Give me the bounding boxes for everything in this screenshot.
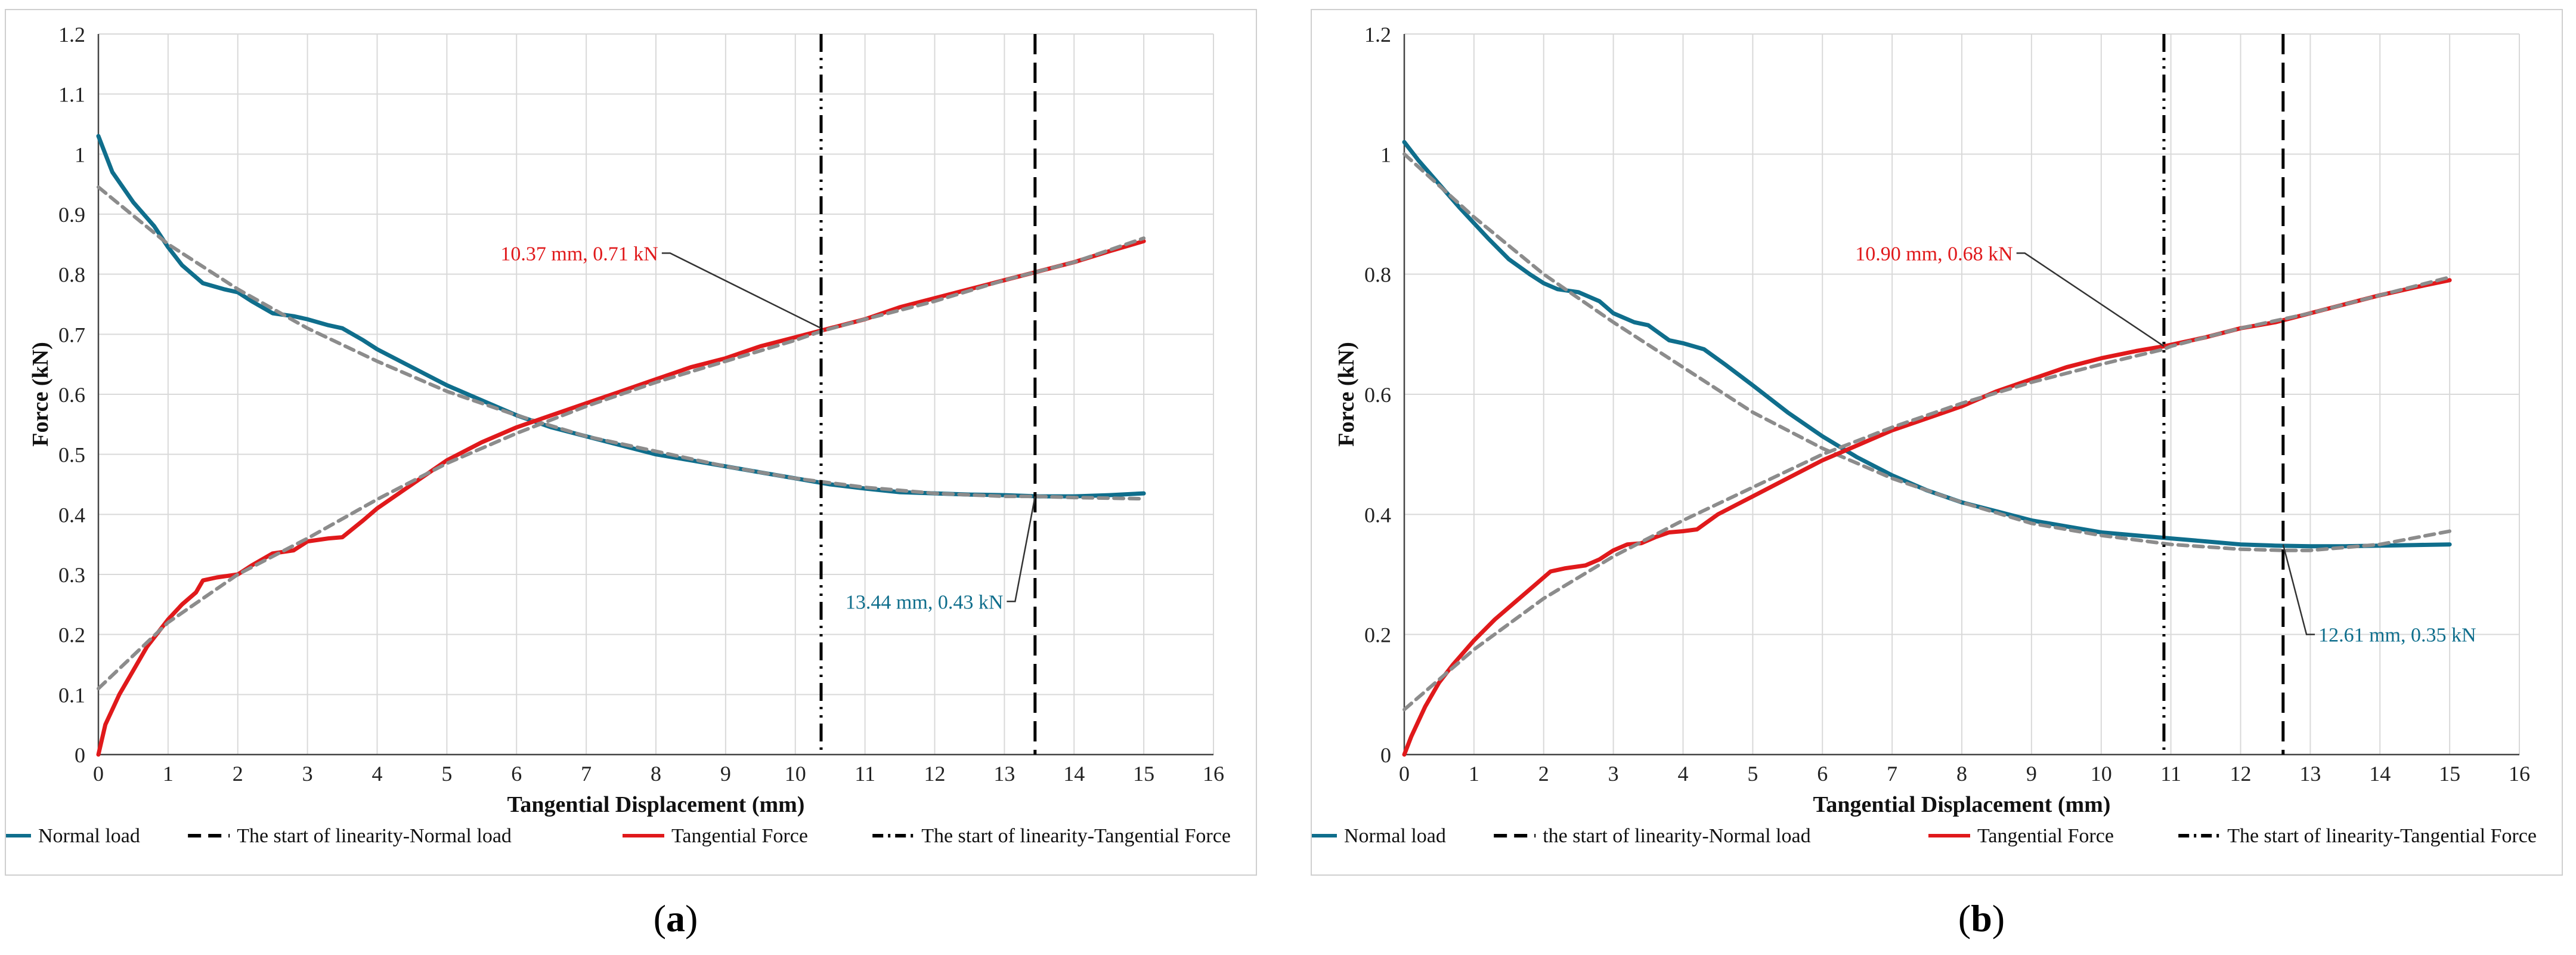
annotation-label: 10.37 mm, 0.71 kN xyxy=(500,243,658,265)
caption-a: (a) xyxy=(653,897,698,939)
x-tick-label: 1 xyxy=(1469,762,1479,786)
y-tick-label: 1.1 xyxy=(58,83,85,107)
y-tick-label: 0 xyxy=(1380,743,1391,767)
fit-curve xyxy=(97,236,1146,691)
legend-label: The start of linearity-Tangential Force xyxy=(921,825,1231,847)
y-tick-label: 1 xyxy=(1380,143,1391,166)
y-tick-label: 0.4 xyxy=(58,503,85,527)
x-tick-label: 16 xyxy=(2509,762,2530,786)
legend-item: The start of linearity-Tangential Force xyxy=(2178,825,2537,847)
x-tick-label: 5 xyxy=(1747,762,1758,786)
x-tick-label: 13 xyxy=(993,762,1015,786)
x-tick-label: 7 xyxy=(1887,762,1897,786)
x-tick-label: 15 xyxy=(2439,762,2460,786)
y-tick-label: 0.7 xyxy=(58,323,85,347)
y-tick-label: 1.2 xyxy=(1364,23,1391,47)
x-tick-label: 15 xyxy=(1133,762,1154,786)
tangential-force-line xyxy=(96,239,1146,757)
x-tick-label: 11 xyxy=(854,762,875,786)
x-tick-label: 0 xyxy=(93,762,104,786)
annotation-label: 13.44 mm, 0.43 kN xyxy=(846,591,1003,613)
x-tick-label: 12 xyxy=(2230,762,2252,786)
y-tick-label: 1.2 xyxy=(58,23,85,47)
x-tick-label: 13 xyxy=(2299,762,2321,786)
legend-label: Tangential Force xyxy=(1977,825,2114,847)
y-tick-label: 0.2 xyxy=(58,623,85,647)
x-axis-title: Tangential Displacement (mm) xyxy=(1813,792,2111,817)
legend-item: The start of linearity-Normal load xyxy=(188,825,512,847)
x-axis-title: Tangential Displacement (mm) xyxy=(507,792,805,817)
normal-load-line xyxy=(96,134,1146,499)
y-tick-label: 0.3 xyxy=(58,563,85,587)
x-tick-label: 4 xyxy=(1678,762,1689,786)
x-tick-label: 0 xyxy=(1399,762,1410,786)
x-tick-label: 12 xyxy=(924,762,946,786)
y-tick-label: 0 xyxy=(75,743,85,767)
x-tick-label: 9 xyxy=(2026,762,2037,786)
y-tick-label: 0.6 xyxy=(58,383,85,407)
legend-item: Normal load xyxy=(6,825,140,847)
legend-label: Tangential Force xyxy=(671,825,808,847)
x-tick-label: 10 xyxy=(785,762,806,786)
fit-curve xyxy=(1402,152,2452,552)
x-tick-label: 1 xyxy=(163,762,174,786)
legend-item: The start of linearity-Tangential Force xyxy=(872,825,1231,847)
y-tick-label: 1 xyxy=(75,143,85,166)
legend-item: Tangential Force xyxy=(623,825,808,847)
y-axis-title: Force (kN) xyxy=(1334,342,1359,447)
x-tick-label: 14 xyxy=(2369,762,2391,786)
y-tick-label: 0.5 xyxy=(58,443,85,467)
x-tick-label: 10 xyxy=(2091,762,2112,786)
annotation-leader xyxy=(1007,496,1036,602)
x-tick-label: 14 xyxy=(1063,762,1085,786)
y-tick-label: 0.2 xyxy=(1364,623,1391,647)
normal-load-line xyxy=(1402,140,2452,549)
annotation-leader xyxy=(2016,252,2165,347)
x-tick-label: 3 xyxy=(302,762,313,786)
legend-label: The start of linearity-Tangential Force xyxy=(2227,825,2537,847)
annotation-leader xyxy=(2282,544,2315,635)
tangential-force-line xyxy=(1402,278,2452,757)
y-tick-label: 0.8 xyxy=(58,263,85,287)
legend-label: Normal load xyxy=(1344,825,1446,847)
legend-label: the start of linearity-Normal load xyxy=(1543,825,1810,847)
x-tick-label: 2 xyxy=(233,762,243,786)
y-axis-title: Force (kN) xyxy=(28,342,53,447)
caption-b: (b) xyxy=(1958,897,2005,939)
legend-label: Normal load xyxy=(38,825,140,847)
x-tick-label: 6 xyxy=(1817,762,1828,786)
x-tick-label: 6 xyxy=(511,762,522,786)
x-tick-label: 9 xyxy=(720,762,731,786)
x-tick-label: 7 xyxy=(581,762,592,786)
caption-b-letter: b xyxy=(1971,897,1992,939)
fit-curve xyxy=(1402,275,2452,712)
legend-item: Normal load xyxy=(1312,825,1446,847)
legend-item: the start of linearity-Normal load xyxy=(1494,825,1811,847)
y-tick-label: 0.6 xyxy=(1364,383,1391,407)
y-tick-label: 0.4 xyxy=(1364,503,1391,527)
fit-curve xyxy=(97,185,1146,501)
chart-b: 00.20.40.60.811.20 1 2 3 4 5 6 7 8 9 10 11 12 13 14 15 1… xyxy=(1312,23,2537,847)
x-tick-label: 8 xyxy=(1956,762,1967,786)
chart-panel-b: 0 0.2 0.4 0.6 0.8 1 1.2 0 1 2 3 4 5 6 7 8 9 10 11 12 13 14 15 1… xyxy=(1311,9,2563,876)
chart-panel-a: 0 0.1 0.2 0.3 0.4 0.5 0.6 0.7 0.8 0.9 1 1.1 1.2 0 1 2 3 4… xyxy=(5,9,1257,876)
x-tick-label: 5 xyxy=(441,762,452,786)
x-tick-label: 3 xyxy=(1608,762,1619,786)
annotation-leader xyxy=(661,252,822,329)
x-tick-label: 11 xyxy=(2160,762,2181,786)
annotation-label: 10.90 mm, 0.68 kN xyxy=(1855,243,2012,265)
x-tick-label: 4 xyxy=(372,762,383,786)
chart-a: 00.10.20.30.40.50.60.70.80.911.11.20 1 2 3 4… xyxy=(6,23,1231,847)
y-tick-label: 0.1 xyxy=(58,683,85,707)
y-tick-label: 0.9 xyxy=(58,203,85,227)
x-tick-label: 2 xyxy=(1538,762,1549,786)
x-tick-label: 16 xyxy=(1203,762,1224,786)
legend-label: The start of linearity-Normal load xyxy=(237,825,512,847)
caption-a-letter: a xyxy=(666,897,685,939)
legend-item: Tangential Force xyxy=(1928,825,2114,847)
annotation-label: 12.61 mm, 0.35 kN xyxy=(2318,625,2476,647)
y-tick-label: 0.8 xyxy=(1364,263,1391,287)
x-tick-label: 8 xyxy=(651,762,661,786)
